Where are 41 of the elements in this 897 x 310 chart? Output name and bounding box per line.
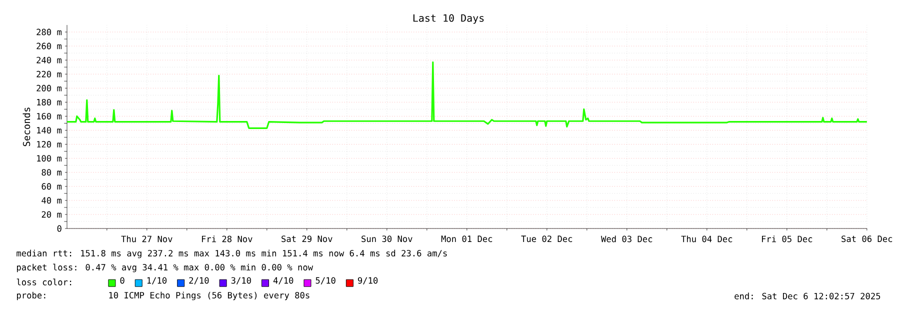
x-tick-label: Thu 27 Nov: [121, 236, 172, 242]
text: 10 ICMP Echo Pings (56 Bytes) every 80s: [109, 292, 310, 300]
y-axis-title: Seconds: [22, 108, 30, 146]
y-tick-label: 180 m: [37, 98, 62, 106]
x-tick-label: Sun 30 Nov: [362, 236, 412, 242]
x-tick-label: Thu 04 Dec: [681, 236, 732, 242]
legend-label: 5/10: [316, 277, 336, 284]
text: packet loss: 0.47 % avg 34.41 % max 0.00 % min 0.00 % now: [17, 264, 314, 272]
y-tick-label: 220 m: [36, 70, 62, 78]
legend-label: 9/10: [358, 277, 378, 284]
y-tick-label: 200 m: [36, 84, 62, 92]
y-tick-label: 160 m: [37, 112, 62, 120]
x-tick-label: Tue 02 Dec: [521, 236, 572, 242]
x-tick-label: Wed 03 Dec: [601, 236, 652, 242]
y-tick-label: 280 m: [36, 28, 62, 36]
legend-label: 1/10: [147, 277, 167, 284]
x-tick-label: Fri 05 Dec: [762, 236, 812, 242]
y-tick-label: 140 m: [37, 127, 62, 134]
legend-title: loss color:: [16, 278, 72, 286]
y-tick-label: 60 m: [42, 183, 62, 190]
y-tick-label: 80 m: [42, 169, 62, 176]
text: median rtt: 151.8 ms avg 237.2 ms max 143.0 ms min 151.4 ms now 6.4 ms sd 23.6 am/s: [16, 250, 447, 258]
line-series: [67, 61, 868, 129]
y-tick-label: 100 m: [37, 155, 62, 162]
y-tick-label: 40 m: [42, 197, 62, 204]
y-tick-label: 20 m: [42, 211, 62, 218]
y-tick-label: 260 m: [36, 42, 62, 50]
y-tick-label: 0: [57, 225, 62, 232]
legend-label: 2/10: [189, 277, 209, 284]
x-tick-label: Fri 28 Nov: [202, 236, 252, 242]
x-tick-label: Sat 29 Nov: [282, 236, 332, 242]
x-tick-label: Sat 06 Dec: [842, 236, 892, 242]
legend-label: 4/10: [273, 277, 294, 284]
text: end: Sat Dec 6 12:02:57 2025: [734, 292, 880, 300]
text: probe:: [17, 292, 46, 300]
legend-label: 3/10: [231, 277, 251, 284]
chart-title: Last 10 Days: [413, 14, 484, 24]
x-tick-label: Mon 01 Dec: [441, 236, 492, 242]
y-tick-label: 240 m: [36, 56, 62, 64]
legend-label: 0: [120, 277, 124, 284]
y-tick-label: 120 m: [37, 141, 62, 148]
